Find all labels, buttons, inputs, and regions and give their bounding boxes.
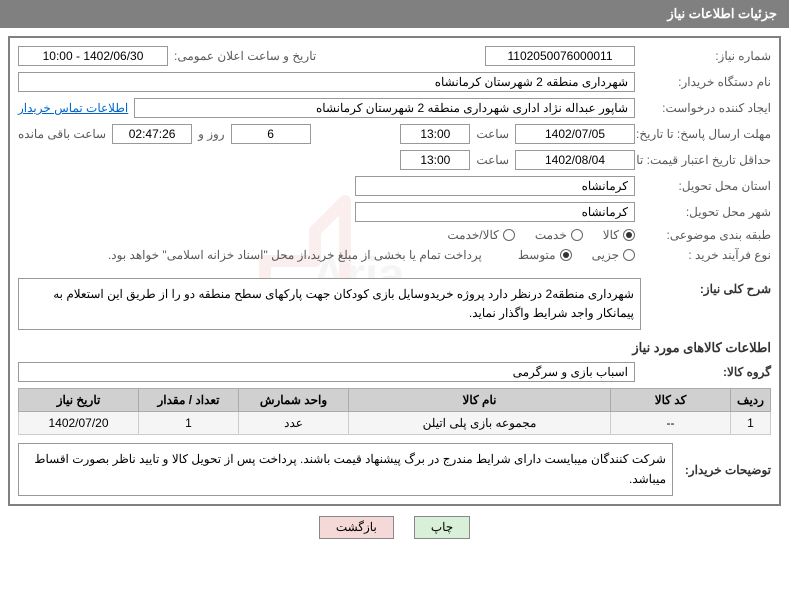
items-section-title: اطلاعات کالاهای مورد نیاز: [18, 340, 771, 356]
row-deadline: مهلت ارسال پاسخ: تا تاریخ: 1402/07/05 سا…: [18, 124, 771, 144]
radio-medium-label: متوسط: [518, 248, 556, 262]
td-date: 1402/07/20: [19, 412, 139, 435]
radio-both-label: کالا/خدمت: [447, 228, 498, 242]
announce-label: تاریخ و ساعت اعلان عمومی:: [174, 49, 316, 63]
row-creator: ایجاد کننده درخواست: شاپور عبداله نژاد ا…: [18, 98, 771, 118]
countdown-value: 02:47:26: [112, 124, 192, 144]
table-row: 1 -- مجموعه بازی پلی اتیلن عدد 1 1402/07…: [19, 412, 771, 435]
page-header: جزئیات اطلاعات نیاز: [0, 0, 789, 28]
th-code: کد کالا: [611, 389, 731, 412]
summary-text: شهرداری منطقه2 درنظر دارد پروژه خریدوسای…: [18, 278, 641, 330]
time-label-1: ساعت: [476, 127, 509, 141]
row-province: استان محل تحویل: کرمانشاه: [18, 176, 771, 196]
row-need-number: شماره نیاز: 1102050076000011 تاریخ و ساع…: [18, 46, 771, 66]
td-code: --: [611, 412, 731, 435]
contact-link[interactable]: اطلاعات تماس خریدار: [18, 101, 128, 115]
group-value: اسباب بازی و سرگرمی: [18, 362, 635, 382]
days-value: 6: [231, 124, 311, 144]
print-button[interactable]: چاپ: [414, 516, 470, 539]
process-label: نوع فرآیند خرید :: [641, 248, 771, 262]
payment-note: پرداخت تمام یا بخشی از مبلغ خرید،از محل …: [108, 248, 482, 262]
need-number-value: 1102050076000011: [485, 46, 635, 66]
th-name: نام کالا: [349, 389, 611, 412]
radio-medium[interactable]: [560, 249, 572, 261]
back-button[interactable]: بازگشت: [319, 516, 394, 539]
category-label: طبقه بندی موضوعی:: [641, 228, 771, 242]
deadline-label: مهلت ارسال پاسخ: تا تاریخ:: [641, 127, 771, 141]
button-bar: چاپ بازگشت: [0, 506, 789, 549]
row-notes: توضیحات خریدار: شرکت کنندگان میبایست دار…: [18, 443, 771, 495]
radio-both[interactable]: [503, 229, 515, 241]
notes-label: توضیحات خریدار:: [681, 463, 771, 477]
row-process: نوع فرآیند خرید : جزیی متوسط پرداخت تمام…: [18, 248, 771, 262]
row-group: گروه کالا: اسباب بازی و سرگرمی: [18, 362, 771, 382]
row-category: طبقه بندی موضوعی: کالا خدمت کالا/خدمت: [18, 228, 771, 242]
th-unit: واحد شمارش: [239, 389, 349, 412]
deadline-date: 1402/07/05: [515, 124, 635, 144]
th-qty: تعداد / مقدار: [139, 389, 239, 412]
page-title: جزئیات اطلاعات نیاز: [667, 6, 777, 21]
row-validity: حداقل تاریخ اعتبار قیمت: تا تاریخ: 1402/…: [18, 150, 771, 170]
notes-text: شرکت کنندگان میبایست دارای شرایط مندرج د…: [18, 443, 673, 495]
radio-minor[interactable]: [623, 249, 635, 261]
announce-value: 1402/06/30 - 10:00: [18, 46, 168, 66]
row-buyer: نام دستگاه خریدار: شهرداری منطقه 2 شهرست…: [18, 72, 771, 92]
radio-service-label: خدمت: [535, 228, 567, 242]
radio-service[interactable]: [571, 229, 583, 241]
validity-time: 13:00: [400, 150, 470, 170]
buyer-value: شهرداری منطقه 2 شهرستان کرمانشاه: [18, 72, 635, 92]
time-label-2: ساعت: [476, 153, 509, 167]
creator-value: شاپور عبداله نژاد اداری شهرداری منطقه 2 …: [134, 98, 635, 118]
city-value: کرمانشاه: [355, 202, 635, 222]
process-radio-group: جزیی متوسط: [518, 248, 635, 262]
table-header-row: ردیف کد کالا نام کالا واحد شمارش تعداد /…: [19, 389, 771, 412]
summary-label: شرح کلی نیاز:: [641, 282, 771, 296]
th-radif: ردیف: [731, 389, 771, 412]
city-label: شهر محل تحویل:: [641, 205, 771, 219]
deadline-time: 13:00: [400, 124, 470, 144]
items-table: ردیف کد کالا نام کالا واحد شمارش تعداد /…: [18, 388, 771, 435]
remaining-label: ساعت باقی مانده: [18, 127, 106, 141]
radio-goods[interactable]: [623, 229, 635, 241]
td-name: مجموعه بازی پلی اتیلن: [349, 412, 611, 435]
radio-goods-label: کالا: [603, 228, 619, 242]
province-label: استان محل تحویل:: [641, 179, 771, 193]
validity-date: 1402/08/04: [515, 150, 635, 170]
radio-minor-label: جزیی: [592, 248, 619, 262]
td-unit: عدد: [239, 412, 349, 435]
category-radio-group: کالا خدمت کالا/خدمت: [447, 228, 635, 242]
th-date: تاریخ نیاز: [19, 389, 139, 412]
need-number-label: شماره نیاز:: [641, 49, 771, 63]
td-qty: 1: [139, 412, 239, 435]
province-value: کرمانشاه: [355, 176, 635, 196]
creator-label: ایجاد کننده درخواست:: [641, 101, 771, 115]
group-label: گروه کالا:: [641, 365, 771, 379]
main-panel: Aria شماره نیاز: 1102050076000011 تاریخ …: [8, 36, 781, 506]
td-radif: 1: [731, 412, 771, 435]
buyer-label: نام دستگاه خریدار:: [641, 75, 771, 89]
row-city: شهر محل تحویل: کرمانشاه: [18, 202, 771, 222]
validity-label: حداقل تاریخ اعتبار قیمت: تا تاریخ:: [641, 153, 771, 167]
days-label: روز و: [198, 127, 225, 141]
